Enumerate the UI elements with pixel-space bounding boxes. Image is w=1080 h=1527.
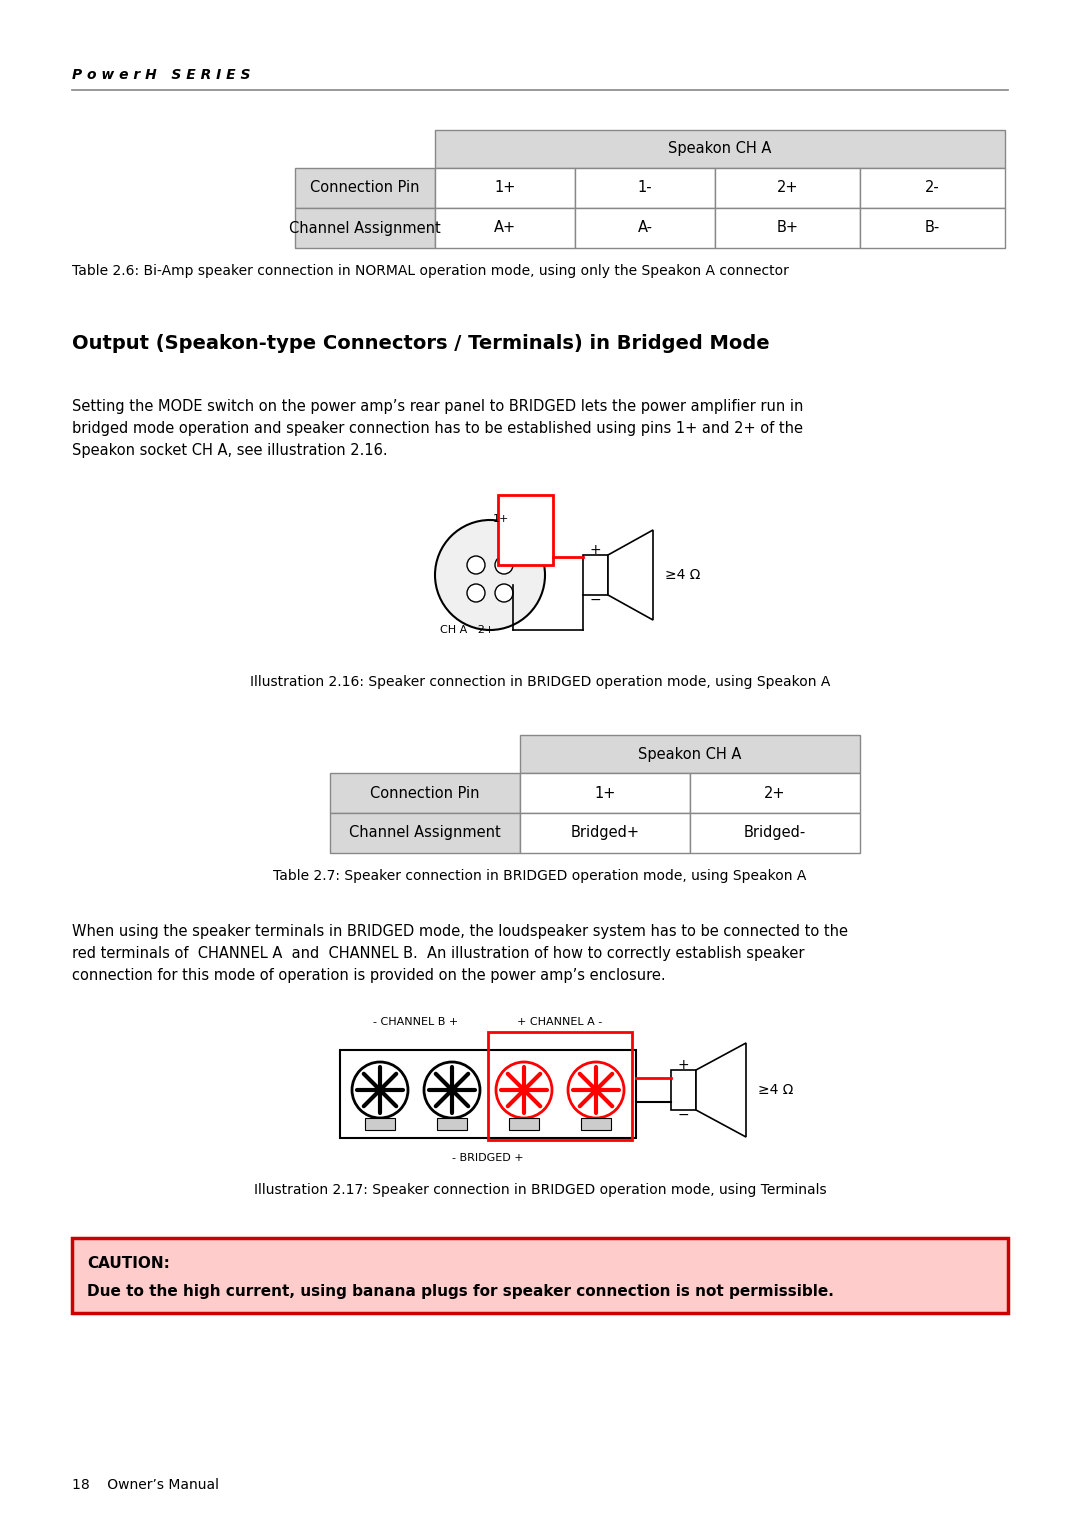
Circle shape xyxy=(435,521,545,631)
Text: Bridged+: Bridged+ xyxy=(570,826,639,840)
Text: bridged mode operation and speaker connection has to be established using pins 1: bridged mode operation and speaker conne… xyxy=(72,421,804,437)
FancyBboxPatch shape xyxy=(575,208,715,247)
Text: Output (Speakon-type Connectors / Terminals) in Bridged Mode: Output (Speakon-type Connectors / Termin… xyxy=(72,334,770,353)
Text: connection for this mode of operation is provided on the power amp’s enclosure.: connection for this mode of operation is… xyxy=(72,968,665,983)
FancyBboxPatch shape xyxy=(437,1118,467,1130)
Text: −: − xyxy=(677,1109,689,1122)
FancyBboxPatch shape xyxy=(498,495,553,565)
FancyBboxPatch shape xyxy=(365,1118,395,1130)
FancyBboxPatch shape xyxy=(671,1070,696,1110)
Text: 1-: 1- xyxy=(637,180,652,195)
FancyBboxPatch shape xyxy=(860,208,1005,247)
Text: A-: A- xyxy=(637,220,652,235)
Text: - BRIDGED +: - BRIDGED + xyxy=(453,1153,524,1164)
FancyBboxPatch shape xyxy=(519,734,860,773)
FancyBboxPatch shape xyxy=(690,812,860,854)
FancyBboxPatch shape xyxy=(295,168,435,208)
Text: 2+: 2+ xyxy=(765,785,786,800)
Text: + CHANNEL A -: + CHANNEL A - xyxy=(517,1017,603,1028)
FancyBboxPatch shape xyxy=(435,208,575,247)
Text: When using the speaker terminals in BRIDGED mode, the loudspeaker system has to : When using the speaker terminals in BRID… xyxy=(72,924,848,939)
Circle shape xyxy=(352,1061,408,1118)
Text: Connection Pin: Connection Pin xyxy=(310,180,420,195)
Text: +: + xyxy=(590,544,600,557)
Circle shape xyxy=(495,583,513,602)
Text: +: + xyxy=(677,1058,689,1072)
FancyBboxPatch shape xyxy=(583,554,608,596)
Text: 2-: 2- xyxy=(926,180,940,195)
FancyBboxPatch shape xyxy=(435,130,1005,168)
Text: ≥4 Ω: ≥4 Ω xyxy=(758,1083,794,1096)
Text: Table 2.6: Bi-Amp speaker connection in NORMAL operation mode, using only the Sp: Table 2.6: Bi-Amp speaker connection in … xyxy=(72,264,788,278)
Text: CH A   2+: CH A 2+ xyxy=(440,625,495,635)
Polygon shape xyxy=(696,1043,746,1138)
Circle shape xyxy=(495,556,513,574)
Circle shape xyxy=(496,1061,552,1118)
FancyBboxPatch shape xyxy=(330,773,519,812)
Text: Illustration 2.17: Speaker connection in BRIDGED operation mode, using Terminals: Illustration 2.17: Speaker connection in… xyxy=(254,1183,826,1197)
Text: Setting the MODE switch on the power amp’s rear panel to BRIDGED lets the power : Setting the MODE switch on the power amp… xyxy=(72,399,804,414)
Text: Illustration 2.16: Speaker connection in BRIDGED operation mode, using Speakon A: Illustration 2.16: Speaker connection in… xyxy=(249,675,831,689)
Text: B+: B+ xyxy=(777,220,798,235)
Text: ≥4 Ω: ≥4 Ω xyxy=(665,568,700,582)
Text: Speakon socket CH A, see illustration 2.16.: Speakon socket CH A, see illustration 2.… xyxy=(72,443,388,458)
Text: Speakon CH A: Speakon CH A xyxy=(669,142,772,156)
Text: Bridged-: Bridged- xyxy=(744,826,806,840)
Text: −: − xyxy=(590,592,600,608)
Text: 1+: 1+ xyxy=(492,515,510,524)
FancyBboxPatch shape xyxy=(860,168,1005,208)
Text: 2+: 2+ xyxy=(777,180,798,195)
Text: 1+: 1+ xyxy=(594,785,616,800)
Text: 1+: 1+ xyxy=(495,180,515,195)
Text: Channel Assignment: Channel Assignment xyxy=(289,220,441,235)
Circle shape xyxy=(467,583,485,602)
Text: Speakon CH A: Speakon CH A xyxy=(638,747,742,762)
Text: A+: A+ xyxy=(494,220,516,235)
Circle shape xyxy=(568,1061,624,1118)
FancyBboxPatch shape xyxy=(435,168,575,208)
Text: Connection Pin: Connection Pin xyxy=(370,785,480,800)
FancyBboxPatch shape xyxy=(581,1118,611,1130)
FancyBboxPatch shape xyxy=(715,168,860,208)
FancyBboxPatch shape xyxy=(519,812,690,854)
FancyBboxPatch shape xyxy=(295,208,435,247)
Text: Due to the high current, using banana plugs for speaker connection is not permis: Due to the high current, using banana pl… xyxy=(87,1284,834,1299)
Text: Channel Assignment: Channel Assignment xyxy=(349,826,501,840)
Circle shape xyxy=(424,1061,480,1118)
Text: - CHANNEL B +: - CHANNEL B + xyxy=(374,1017,459,1028)
Text: CAUTION:: CAUTION: xyxy=(87,1257,170,1270)
FancyBboxPatch shape xyxy=(690,773,860,812)
Text: P o w e r H   S E R I E S: P o w e r H S E R I E S xyxy=(72,69,251,82)
Text: Table 2.7: Speaker connection in BRIDGED operation mode, using Speakon A: Table 2.7: Speaker connection in BRIDGED… xyxy=(273,869,807,883)
FancyBboxPatch shape xyxy=(330,812,519,854)
FancyBboxPatch shape xyxy=(575,168,715,208)
Circle shape xyxy=(467,556,485,574)
FancyBboxPatch shape xyxy=(72,1238,1008,1313)
FancyBboxPatch shape xyxy=(715,208,860,247)
Text: 18    Owner’s Manual: 18 Owner’s Manual xyxy=(72,1478,219,1492)
FancyBboxPatch shape xyxy=(509,1118,539,1130)
Text: B-: B- xyxy=(924,220,940,235)
FancyBboxPatch shape xyxy=(519,773,690,812)
Polygon shape xyxy=(608,530,653,620)
Text: red terminals of  CHANNEL A  and  CHANNEL B.  An illustration of how to correctl: red terminals of CHANNEL A and CHANNEL B… xyxy=(72,947,805,960)
